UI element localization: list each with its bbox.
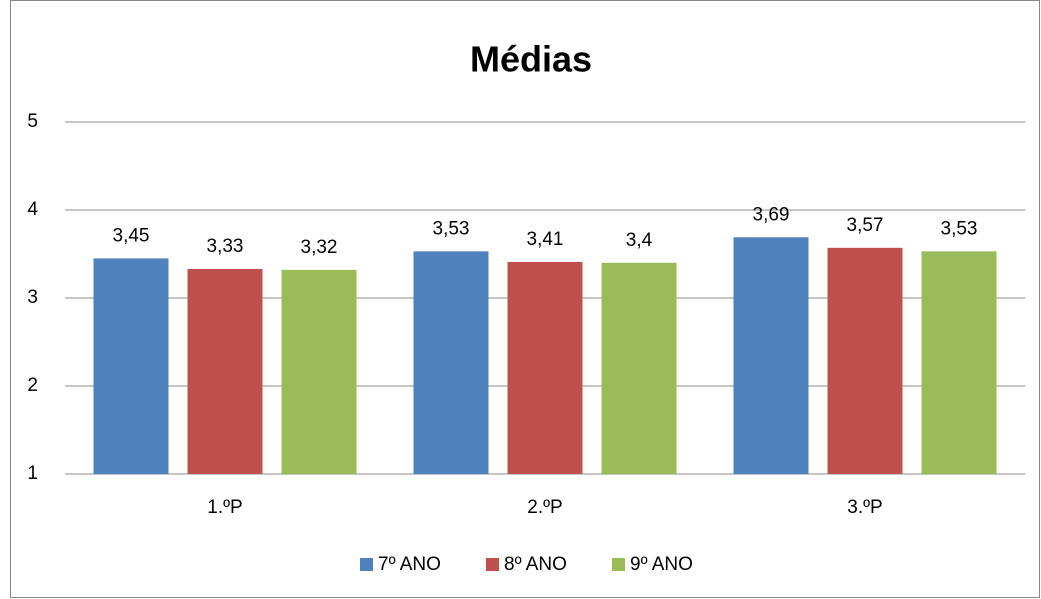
value-label: 3,45	[113, 225, 150, 246]
value-label: 3,4	[626, 230, 653, 251]
value-label: 3,53	[433, 218, 470, 239]
legend-swatch	[360, 558, 373, 571]
y-tick-label: 1	[27, 463, 38, 484]
value-label: 3,53	[941, 218, 978, 239]
y-tick-label: 5	[27, 111, 38, 132]
bar	[827, 247, 903, 474]
value-label: 3,32	[301, 237, 338, 258]
bar	[413, 251, 489, 474]
legend-label: 8º ANO	[504, 554, 567, 575]
bar	[93, 258, 169, 474]
value-label: 3,57	[847, 215, 884, 236]
bar	[601, 262, 677, 474]
bar	[281, 269, 357, 474]
bar	[921, 251, 997, 474]
legend-label: 9º ANO	[630, 554, 693, 575]
bar	[507, 261, 583, 474]
x-tick-label: 2.ºP	[527, 497, 562, 518]
y-tick-label: 4	[27, 199, 38, 220]
value-label: 3,41	[527, 229, 564, 250]
legend-label: 7º ANO	[378, 554, 441, 575]
x-tick-label: 3.ºP	[847, 497, 882, 518]
bar	[187, 268, 263, 474]
bar	[733, 237, 809, 474]
x-tick-label: 1.ºP	[207, 497, 242, 518]
value-label: 3,69	[753, 204, 790, 225]
legend-swatch	[486, 558, 499, 571]
chart-title: Médias	[470, 39, 592, 80]
legend-swatch	[612, 558, 625, 571]
y-tick-label: 2	[27, 375, 38, 396]
value-label: 3,33	[207, 236, 244, 257]
y-tick-label: 3	[27, 287, 38, 308]
